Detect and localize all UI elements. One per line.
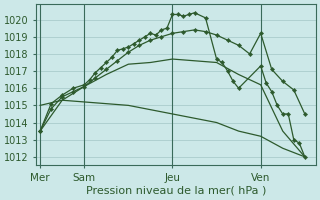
X-axis label: Pression niveau de la mer( hPa ): Pression niveau de la mer( hPa ) [86,186,266,196]
